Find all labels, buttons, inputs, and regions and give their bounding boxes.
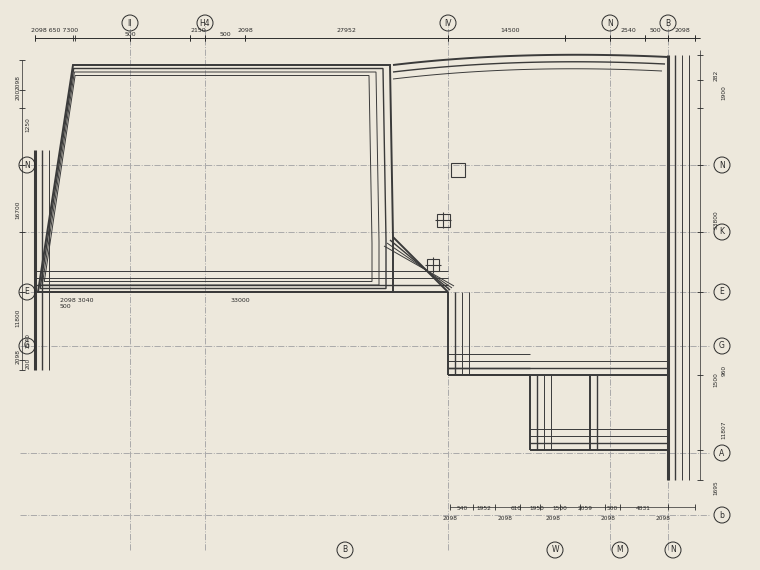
Text: 610: 610 — [511, 507, 521, 511]
Text: 500: 500 — [606, 507, 618, 511]
Text: G: G — [24, 341, 30, 351]
Text: 16700: 16700 — [15, 201, 21, 219]
Text: E: E — [720, 287, 724, 296]
Text: N: N — [719, 161, 725, 169]
Text: 2098 3040: 2098 3040 — [60, 298, 93, 303]
Text: 2098: 2098 — [600, 515, 616, 520]
Text: 4831: 4831 — [635, 507, 651, 511]
Text: 1952: 1952 — [477, 507, 492, 511]
Text: 2098: 2098 — [237, 28, 253, 34]
Text: E: E — [24, 287, 30, 296]
Bar — [436, 214, 449, 226]
Text: 11800: 11800 — [15, 309, 21, 327]
Bar — [427, 259, 439, 271]
Text: 2098: 2098 — [15, 75, 21, 89]
Text: b: b — [720, 511, 724, 519]
Text: B: B — [343, 545, 347, 555]
Text: 1950: 1950 — [530, 507, 544, 511]
Text: 1500: 1500 — [714, 373, 718, 388]
Text: 2540: 2540 — [26, 332, 30, 348]
Text: 960: 960 — [721, 364, 727, 376]
Text: 500: 500 — [60, 303, 71, 308]
Text: 540: 540 — [456, 507, 467, 511]
Text: 2098: 2098 — [655, 515, 670, 520]
Text: 2150: 2150 — [190, 28, 206, 34]
Text: N: N — [607, 18, 613, 27]
Text: 1500: 1500 — [553, 507, 568, 511]
Text: 1695: 1695 — [714, 481, 718, 495]
Text: 1250: 1250 — [26, 117, 30, 132]
Text: 14500: 14500 — [500, 28, 520, 34]
Text: 500: 500 — [649, 28, 660, 34]
Text: G: G — [719, 341, 725, 351]
Text: IV: IV — [445, 18, 451, 27]
Text: W: W — [551, 545, 559, 555]
Text: N: N — [670, 545, 676, 555]
Bar — [451, 163, 465, 177]
Text: 2059: 2059 — [578, 507, 593, 511]
Text: K: K — [720, 227, 724, 237]
Text: 53800: 53800 — [714, 211, 718, 229]
Text: 200: 200 — [26, 357, 30, 369]
Text: M: M — [616, 545, 623, 555]
Text: 200: 200 — [15, 88, 21, 100]
Text: 1900: 1900 — [721, 86, 727, 100]
Text: 500: 500 — [219, 31, 231, 36]
Text: 11807: 11807 — [721, 421, 727, 439]
Text: 500: 500 — [124, 31, 136, 36]
Text: 2098 650 7300: 2098 650 7300 — [31, 28, 78, 34]
Text: 282: 282 — [714, 70, 718, 80]
Text: A: A — [720, 449, 724, 458]
Text: 2098: 2098 — [674, 28, 690, 34]
Text: II: II — [128, 18, 132, 27]
Text: B: B — [666, 18, 670, 27]
Text: 2098: 2098 — [15, 349, 21, 364]
Text: 2098: 2098 — [442, 515, 458, 520]
Text: 27952: 27952 — [336, 28, 356, 34]
Text: H4: H4 — [200, 18, 211, 27]
Text: 33000: 33000 — [230, 298, 250, 303]
Text: 2540: 2540 — [620, 28, 636, 34]
Text: 2098: 2098 — [498, 515, 512, 520]
Text: N: N — [24, 161, 30, 169]
Text: 2098: 2098 — [546, 515, 560, 520]
